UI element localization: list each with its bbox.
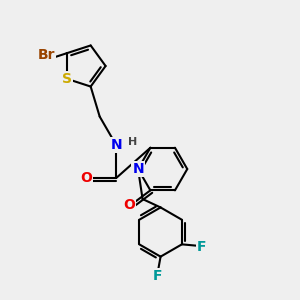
Text: N: N (132, 162, 144, 176)
Text: N: N (110, 138, 122, 152)
Text: O: O (123, 198, 135, 212)
Text: S: S (61, 72, 71, 86)
Text: Br: Br (38, 48, 55, 62)
Text: O: O (80, 171, 92, 185)
Text: H: H (128, 137, 137, 147)
Text: F: F (153, 269, 162, 283)
Text: F: F (196, 240, 206, 254)
